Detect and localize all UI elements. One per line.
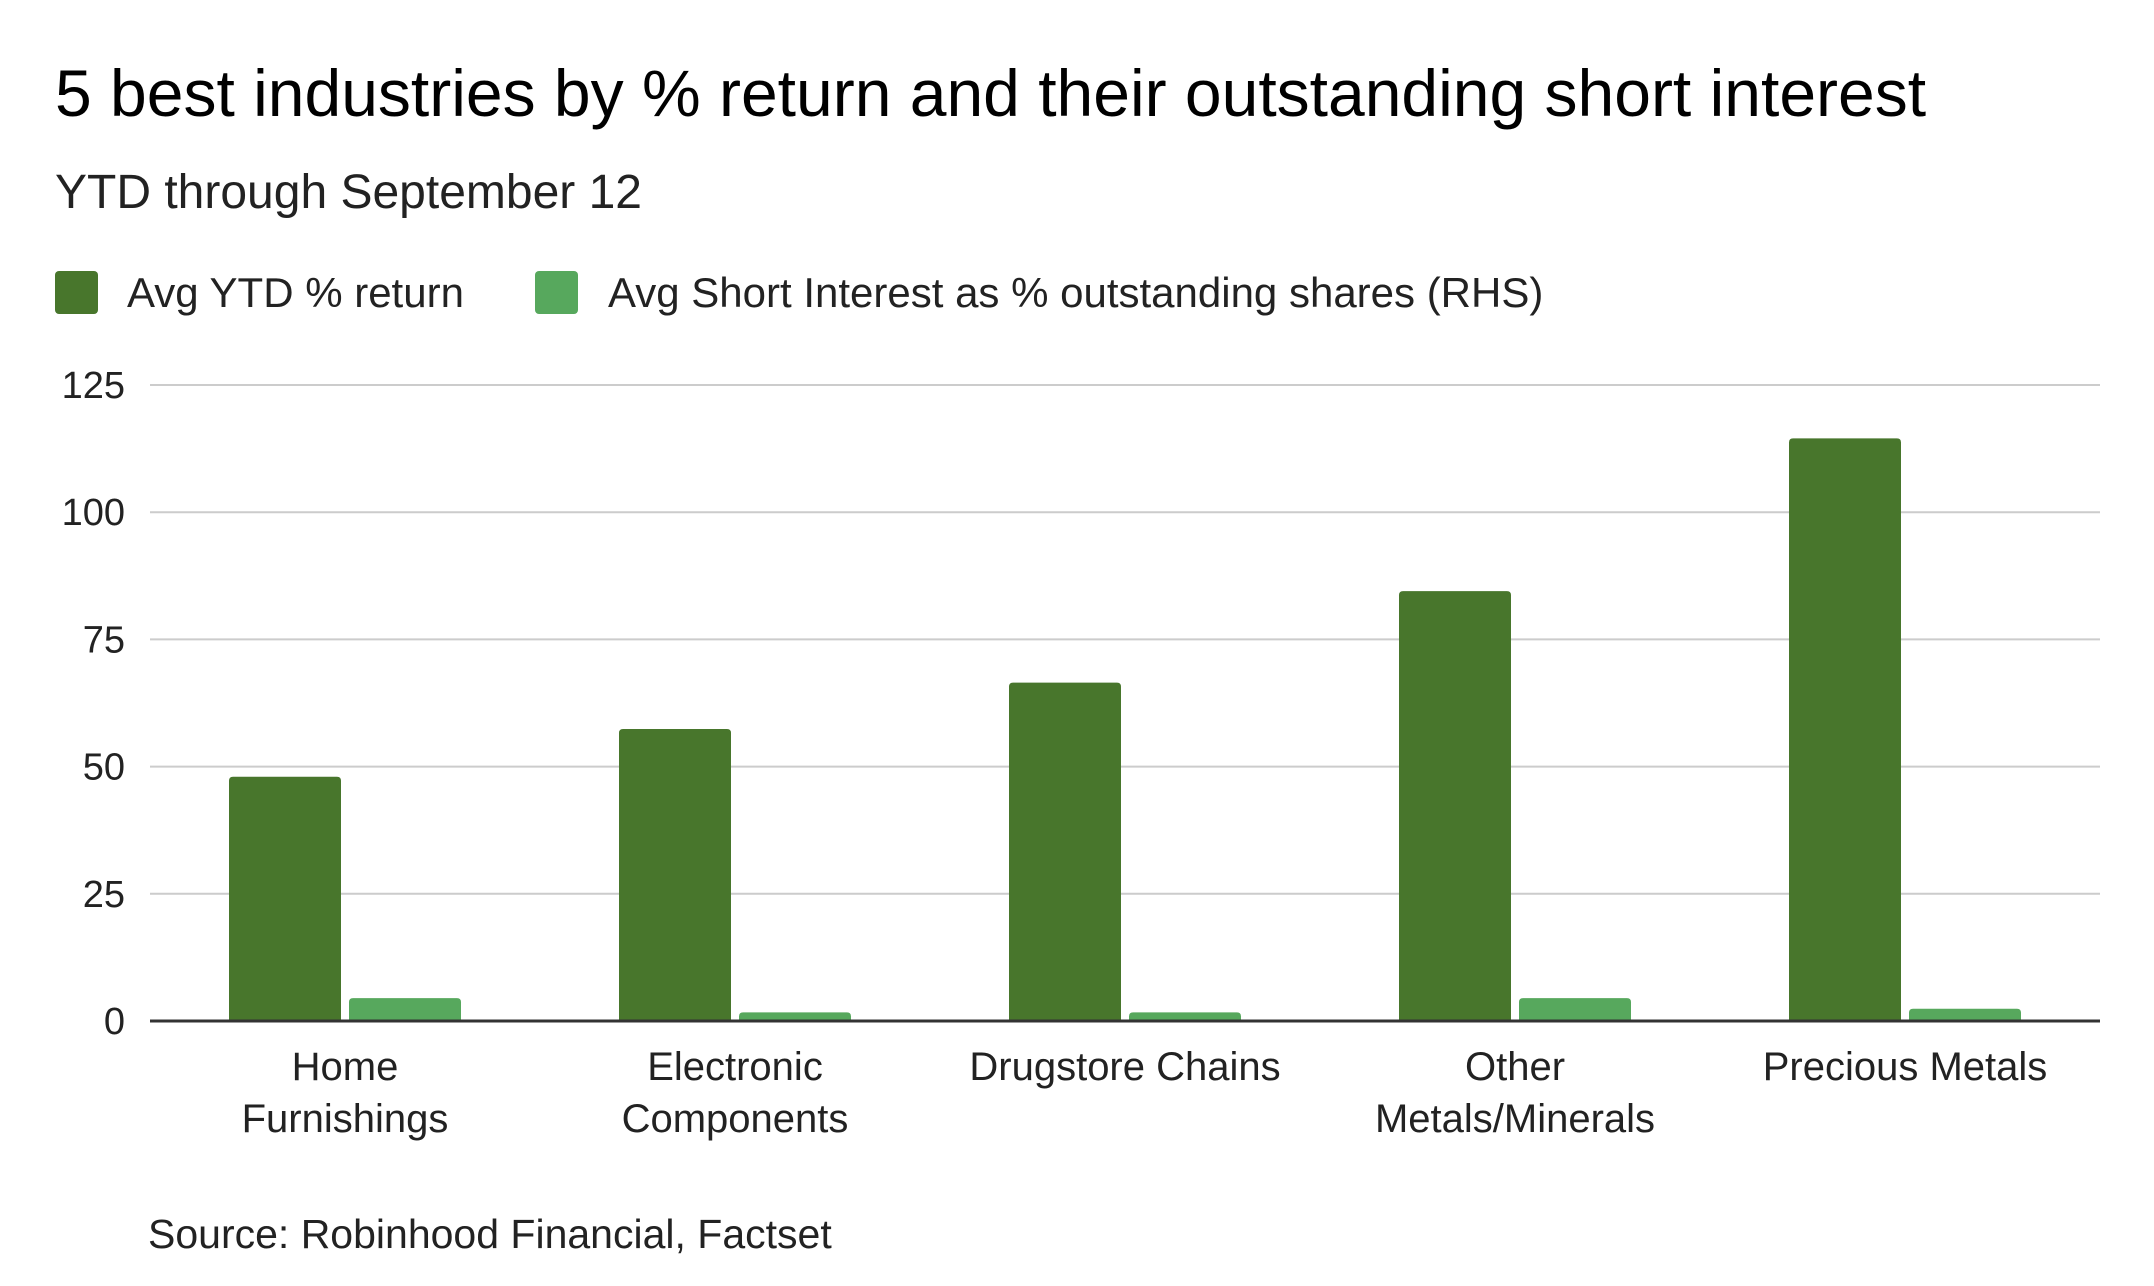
y-tick-label: 25 — [83, 874, 125, 916]
y-tick-label: 50 — [83, 747, 125, 789]
x-category-label: Drugstore Chains — [969, 1045, 1280, 1089]
chart-title: 5 best industries by % return and their … — [55, 56, 1926, 130]
bar-ytd-return — [1399, 591, 1511, 1021]
bar-short-interest — [739, 1012, 851, 1021]
y-tick-label: 75 — [83, 619, 125, 661]
y-axis-ticks: 0 25 50 75 100 125 — [62, 365, 125, 1043]
x-axis-labels: Home Furnishings Electronic Components Drugs… — [242, 1045, 2048, 1141]
legend-label-short-interest: Avg Short Interest as % outstanding shar… — [608, 269, 1543, 316]
legend-swatch-return — [55, 271, 98, 314]
chart-subtitle: YTD through September 12 — [55, 166, 642, 219]
legend-label-return: Avg YTD % return — [127, 269, 464, 316]
bar-short-interest — [1519, 998, 1631, 1021]
x-category-label: Other Metals/Minerals — [1375, 1045, 1655, 1141]
chart-source: Source: Robinhood Financial, Factset — [148, 1211, 832, 1257]
bar-ytd-return — [1009, 682, 1121, 1021]
x-category-label: Home Furnishings — [242, 1045, 449, 1141]
bar-ytd-return — [1789, 438, 1901, 1021]
bar-short-interest — [349, 998, 461, 1021]
x-category-label: Electronic Components — [622, 1045, 849, 1141]
bar-ytd-return — [619, 728, 731, 1021]
legend: Avg YTD % return Avg Short Interest as %… — [55, 269, 1543, 316]
bar-short-interest — [1129, 1012, 1241, 1021]
y-tick-label: 100 — [62, 492, 125, 534]
bar-ytd-return — [229, 776, 341, 1021]
y-tick-label: 0 — [104, 1001, 125, 1043]
y-tick-label: 125 — [62, 365, 125, 407]
x-category-label: Precious Metals — [1763, 1045, 2048, 1089]
gridlines — [150, 384, 2100, 895]
bars — [229, 438, 2021, 1021]
bar-short-interest — [1909, 1008, 2021, 1021]
legend-swatch-short-interest — [535, 271, 578, 314]
